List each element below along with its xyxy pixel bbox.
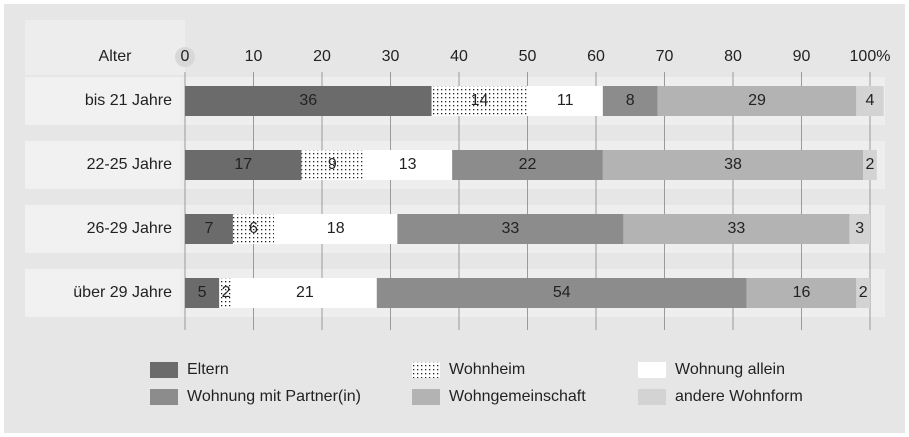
legend-label: Wohngemeinschaft [449, 388, 586, 405]
bar-segment [301, 150, 364, 180]
legend-label: Eltern [187, 361, 229, 378]
legend-swatch [150, 362, 178, 378]
x-tick-label: 70 [656, 48, 674, 65]
bar-segment [602, 86, 658, 116]
value-label: 9 [328, 156, 337, 173]
bar-segment [185, 278, 220, 308]
bar-segment [397, 214, 624, 244]
x-tick-label: 90 [793, 48, 811, 65]
value-label: 2 [866, 156, 875, 173]
bar-segment [376, 278, 747, 308]
label-box [25, 205, 180, 253]
bar-segment [232, 278, 377, 308]
x-tick-label: 0 [181, 48, 190, 65]
bar-segment [657, 86, 857, 116]
bar-segment [746, 278, 857, 308]
axis-title: Alter [99, 48, 133, 65]
value-label: 14 [471, 92, 489, 109]
value-label: 33 [501, 220, 519, 237]
value-label: 2 [222, 284, 231, 301]
value-label: 6 [249, 220, 258, 237]
value-label: 38 [724, 156, 742, 173]
bar-segment [431, 86, 528, 116]
tick-dot [175, 47, 195, 67]
bar-segment [363, 150, 453, 180]
value-label: 11 [557, 92, 574, 109]
category-label: 26-29 Jahre [87, 220, 172, 237]
value-label: 3 [855, 220, 864, 237]
x-tick-label: 30 [382, 48, 400, 65]
legend-label: andere Wohnform [675, 388, 803, 405]
bar-segment [185, 86, 432, 116]
value-label: 18 [327, 220, 345, 237]
bar-segment [185, 150, 302, 180]
legend-swatch [638, 389, 666, 405]
legend-swatch [412, 362, 440, 378]
value-label: 13 [399, 156, 417, 173]
bar-segment [856, 86, 884, 116]
value-label: 2 [859, 284, 868, 301]
label-box [25, 141, 180, 189]
bar-segment [452, 150, 603, 180]
value-label: 8 [626, 92, 635, 109]
category-label: über 29 Jahre [73, 284, 172, 301]
legend-swatch [638, 362, 666, 378]
value-label: 17 [234, 156, 252, 173]
value-label: 54 [553, 284, 571, 301]
x-tick-label: 60 [587, 48, 605, 65]
header-box [25, 20, 185, 75]
bar-segment [849, 214, 870, 244]
category-label: 22-25 Jahre [87, 156, 172, 173]
x-tick-label: 20 [313, 48, 331, 65]
legend-swatch [412, 389, 440, 405]
x-tick-label: 80 [724, 48, 742, 65]
bar-segment [219, 278, 233, 308]
value-label: 21 [296, 284, 314, 301]
value-label: 29 [748, 92, 766, 109]
legend-swatch [150, 389, 178, 405]
x-tick-label: 100% [850, 48, 891, 65]
value-label: 36 [299, 92, 317, 109]
value-label: 4 [866, 92, 875, 109]
legend-label: Wohnung mit Partner(in) [187, 388, 361, 405]
legend-label: Wohnheim [449, 361, 525, 378]
bar-segment [527, 86, 603, 116]
bar-segment [856, 278, 870, 308]
bar-segment [274, 214, 398, 244]
value-label: 16 [793, 284, 811, 301]
label-box [25, 269, 180, 317]
x-tick-label: 50 [519, 48, 537, 65]
bar-segment [602, 150, 864, 180]
x-tick-label: 10 [245, 48, 263, 65]
x-tick-label: 40 [450, 48, 468, 65]
bar-segment [623, 214, 850, 244]
bar-segment [185, 214, 233, 244]
value-label: 22 [519, 156, 537, 173]
bar-segment [232, 214, 275, 244]
value-label: 33 [728, 220, 746, 237]
value-label: 5 [198, 284, 207, 301]
legend-label: Wohnung allein [675, 361, 785, 378]
label-box [25, 77, 180, 125]
value-label: 7 [205, 220, 214, 237]
bar-segment [863, 150, 877, 180]
category-label: bis 21 Jahre [85, 92, 172, 109]
